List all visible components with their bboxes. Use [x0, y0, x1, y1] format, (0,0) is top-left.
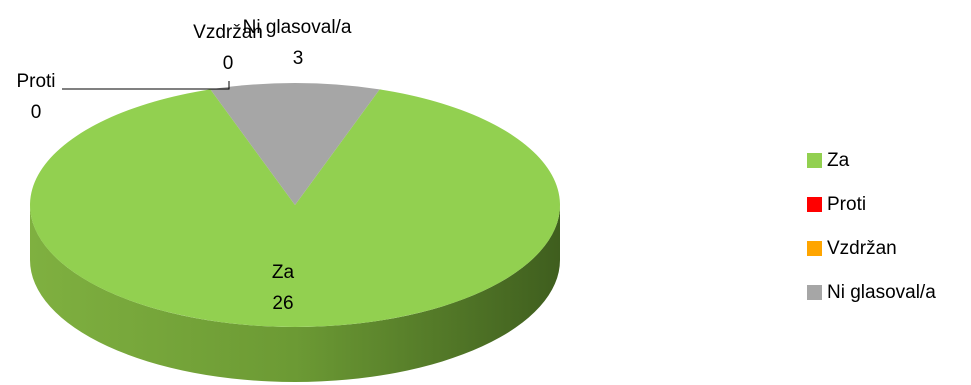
data-label-vzdrzan-value: 0 [223, 53, 234, 74]
data-label-proti-name: Proti [16, 71, 55, 92]
pie-slice-ni-glasoval [210, 83, 380, 205]
legend-label-ni-glasoval: Ni glasoval/a [827, 281, 936, 303]
legend-item-ni-glasoval: Ni glasoval/a [807, 280, 971, 305]
legend-label-proti: Proti [827, 193, 867, 215]
legend-label-vzdrzan: Vzdržan [827, 237, 897, 259]
pie-slice-za [30, 89, 561, 328]
legend-item-za: Za [807, 148, 971, 173]
data-label-za-name: Za [272, 262, 295, 283]
data-label-ni-glasoval-name: Ni glasoval/a [243, 17, 352, 38]
data-label-proti-value: 0 [31, 102, 42, 123]
data-label-vzdrzan-name: Vzdržan [193, 22, 263, 43]
leader-line-proti [62, 81, 230, 90]
pie-side-za [30, 205, 560, 382]
legend-swatch-vzdrzan [807, 241, 822, 256]
data-label-ni-glasoval-value: 3 [293, 48, 304, 69]
legend-item-proti: Proti [807, 192, 971, 217]
legend-swatch-proti [807, 197, 822, 212]
legend-label-za: Za [827, 149, 850, 171]
data-label-za-value: 26 [272, 293, 293, 314]
legend-item-vzdrzan: Vzdržan [807, 236, 971, 261]
legend-swatch-za [807, 153, 822, 168]
legend-swatch-ni-glasoval [807, 285, 822, 300]
chart-legend: Za Proti Vzdržan Ni glasoval/a [807, 148, 971, 324]
